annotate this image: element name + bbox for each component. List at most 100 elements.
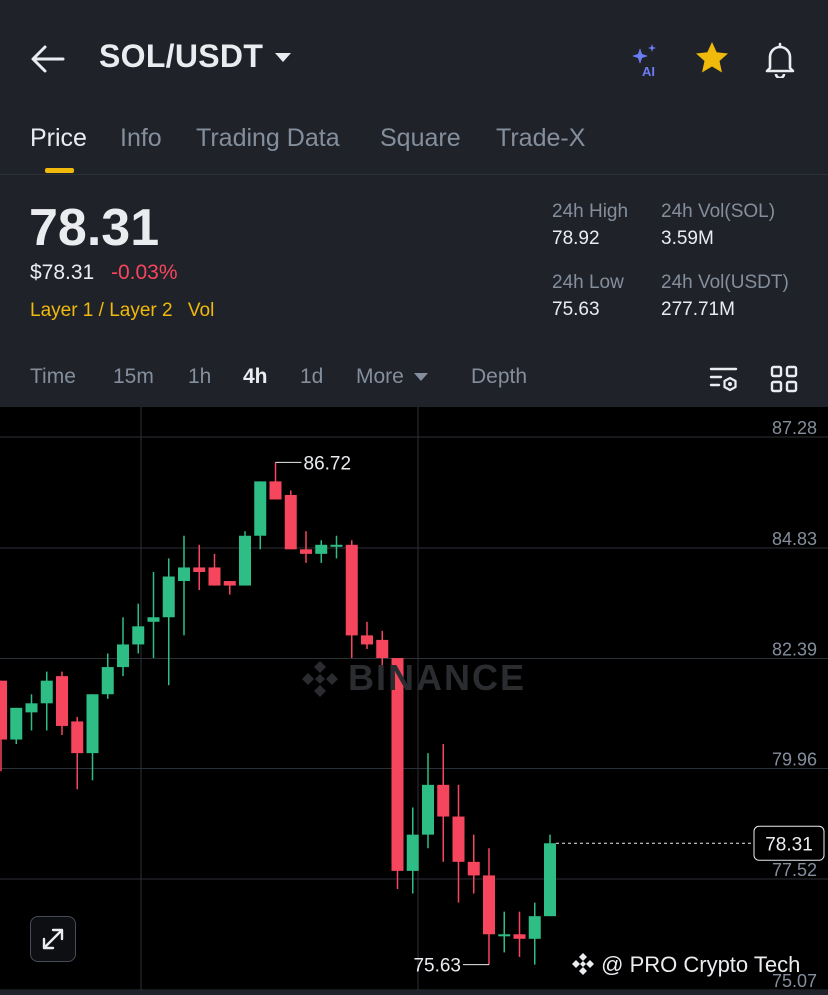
- bell-icon[interactable]: [762, 40, 798, 78]
- expand-icon: [42, 928, 64, 950]
- interval-depth[interactable]: Depth: [471, 365, 528, 388]
- candle-body: [71, 721, 84, 754]
- interval-4h[interactable]: 4h: [243, 365, 268, 388]
- tag-layer[interactable]: Layer 1 / Layer 2: [30, 300, 173, 321]
- candle-body: [284, 494, 297, 550]
- y-tick-label: 79.96: [772, 750, 817, 770]
- stat-low-label: 24h Low: [552, 272, 624, 293]
- candle-body: [315, 544, 328, 554]
- candle-body: [467, 861, 480, 876]
- watermark-text: BINANCE: [348, 657, 527, 698]
- pair-label: SOL/USDT: [99, 38, 264, 74]
- back-arrow-icon[interactable]: [30, 42, 66, 76]
- candle-body: [86, 694, 99, 754]
- candle-body: [361, 635, 373, 645]
- candle-body: [10, 707, 23, 740]
- ai-badge-text: AI: [642, 64, 655, 78]
- fullscreen-button[interactable]: [30, 916, 76, 962]
- candle-body: [101, 667, 114, 695]
- interval-time[interactable]: Time: [30, 365, 76, 388]
- candle-body: [223, 581, 236, 586]
- candle-body: [40, 680, 53, 704]
- candle-body: [162, 576, 175, 618]
- stat-high-value: 78.92: [552, 228, 600, 249]
- stat-vol-usdt-value: 277.71M: [661, 299, 735, 320]
- credit-watermark: @ PRO Crypto Tech: [571, 952, 800, 978]
- candle-body: [544, 843, 556, 917]
- last-price: 78.31: [29, 199, 160, 257]
- star-icon[interactable]: [694, 40, 730, 76]
- tab-bar: Price Info Trading Data Square Trade-X: [0, 116, 828, 175]
- candle-body: [117, 644, 129, 668]
- candle-body: [56, 676, 68, 726]
- stat-vol-sol-label: 24h Vol(SOL): [661, 201, 776, 222]
- tab-price[interactable]: Price: [30, 124, 87, 152]
- stat-vol-sol-value: 3.59M: [661, 228, 714, 249]
- stat-vol-usdt-label: 24h Vol(USDT): [661, 272, 789, 293]
- chart-settings-icon[interactable]: [708, 364, 740, 394]
- tab-trade-x[interactable]: Trade-X: [496, 124, 586, 152]
- tab-square[interactable]: Square: [380, 124, 461, 152]
- y-tick-label: 84.83: [772, 529, 817, 549]
- low-price-label: 75.63: [413, 956, 461, 977]
- candle-body: [0, 680, 7, 740]
- candlestick-chart[interactable]: 87.28 84.83 82.39 79.96 77.52 75.07 86.72 75.6…: [0, 407, 828, 991]
- candle-body: [391, 658, 404, 871]
- candle-body: [132, 626, 145, 645]
- tag-vol[interactable]: Vol: [187, 300, 215, 321]
- candle-body: [178, 567, 190, 582]
- candle-body: [498, 934, 511, 937]
- usd-price: $78.31: [30, 261, 95, 284]
- y-tick-label: 77.52: [772, 860, 817, 880]
- binance-logo-icon: [302, 661, 338, 697]
- candle-body: [483, 875, 495, 935]
- y-axis: 87.28 84.83 82.39 79.96 77.52 75.07: [772, 418, 817, 991]
- candle-body: [452, 816, 465, 862]
- candle-body: [147, 617, 160, 622]
- binance-small-logo-icon: [572, 953, 594, 975]
- caret-down-icon: [413, 373, 428, 382]
- candle-body: [422, 784, 434, 835]
- ai-sparkle-icon[interactable]: AI: [631, 42, 665, 78]
- stat-high-label: 24h High: [552, 201, 629, 222]
- interval-more[interactable]: More: [356, 365, 428, 389]
- last-price-tag-label: 78.31: [765, 834, 813, 855]
- candle-body: [330, 544, 343, 547]
- candle-body: [300, 549, 312, 554]
- category-tags: Layer 1 / Layer 2 Vol: [30, 300, 214, 322]
- candle-body: [254, 481, 267, 536]
- active-tab-indicator: [45, 168, 74, 173]
- candle-body: [513, 934, 526, 939]
- price-change: -0.03%: [111, 261, 178, 284]
- interval-1h[interactable]: 1h: [188, 365, 212, 388]
- pair-selector[interactable]: SOL/USDT: [99, 38, 292, 75]
- stat-low-value: 75.63: [552, 299, 600, 320]
- chart-labels: 86.72 75.63 78.31: [275, 453, 825, 977]
- y-tick-label: 87.28: [772, 418, 817, 438]
- tab-info[interactable]: Info: [120, 124, 162, 152]
- candle-body: [239, 535, 251, 586]
- layout-grid-icon[interactable]: [769, 364, 799, 394]
- candle-body: [345, 544, 358, 636]
- candle-body: [25, 703, 38, 713]
- high-price-label: 86.72: [304, 453, 352, 474]
- credit-text: @ PRO Crypto Tech: [601, 952, 801, 977]
- candle-body: [528, 916, 541, 939]
- candle-body: [376, 639, 389, 659]
- candles: [0, 462, 556, 965]
- candle-body: [269, 481, 282, 500]
- candle-body: [437, 784, 450, 817]
- y-tick-label: 82.39: [772, 639, 817, 659]
- caret-down-icon: [275, 53, 292, 62]
- tab-trading-data[interactable]: Trading Data: [196, 124, 340, 152]
- last-price-tag: [753, 825, 825, 861]
- y-tick-label: 75.07: [772, 971, 817, 990]
- candle-body: [406, 834, 419, 871]
- candle-body: [208, 567, 221, 586]
- top-bar: SOL/USDT AI: [0, 0, 828, 116]
- chart-canvas[interactable]: 87.28 84.83 82.39 79.96 77.52 75.07 86.72 75.6…: [0, 407, 828, 991]
- interval-15m[interactable]: 15m: [113, 365, 154, 388]
- candle-body: [193, 567, 206, 572]
- interval-more-label: More: [356, 365, 404, 388]
- interval-1d[interactable]: 1d: [300, 365, 324, 388]
